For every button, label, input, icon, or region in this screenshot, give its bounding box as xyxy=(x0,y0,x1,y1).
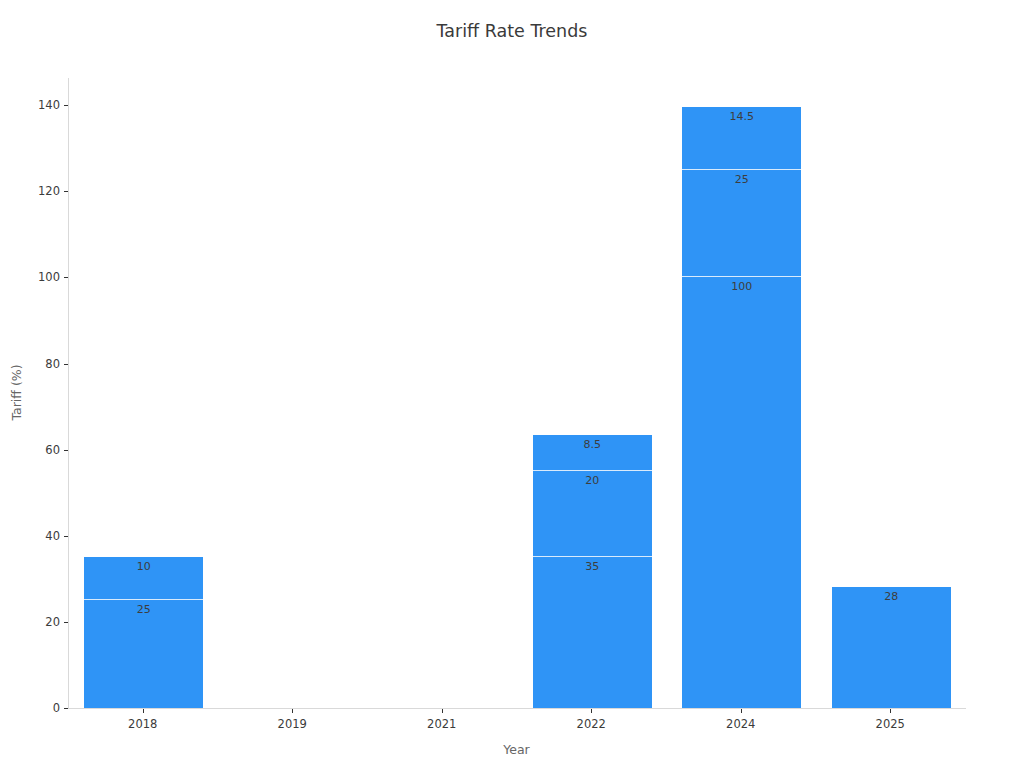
bar-2024: 100 25 14.5 xyxy=(682,107,801,708)
y-tick-mark xyxy=(64,191,68,192)
y-tick-label: 120 xyxy=(10,184,60,198)
y-axis-title: Tariff (%) xyxy=(9,0,24,768)
x-tick-mark xyxy=(143,709,144,713)
x-tick-mark xyxy=(741,709,742,713)
x-tick-mark xyxy=(292,709,293,713)
bar-segment: 25 xyxy=(682,170,801,278)
y-tick-mark xyxy=(64,622,68,623)
y-tick-mark xyxy=(64,708,68,709)
bar-segment: 100 xyxy=(682,277,801,708)
y-tick-label: 60 xyxy=(10,443,60,457)
x-axis-title: Year xyxy=(68,742,965,757)
y-tick-mark xyxy=(64,536,68,537)
bar-segment-label: 14.5 xyxy=(682,110,801,123)
bar-segment: 25 xyxy=(84,600,203,708)
bar-segment: 28 xyxy=(832,587,951,708)
bar-segment: 10 xyxy=(84,557,203,600)
bar-segment-label: 100 xyxy=(682,280,801,293)
x-tick-label: 2018 xyxy=(83,717,203,731)
bar-segment: 8.5 xyxy=(533,435,652,472)
bar-segment-label: 20 xyxy=(533,474,652,487)
x-tick-mark xyxy=(591,709,592,713)
chart: Tariff Rate Trends 251035208.51002514.52… xyxy=(0,0,1024,768)
y-tick-mark xyxy=(64,105,68,106)
y-tick-label: 40 xyxy=(10,529,60,543)
y-tick-label: 140 xyxy=(10,98,60,112)
chart-title: Tariff Rate Trends xyxy=(0,21,1024,41)
bar-2025: 28 xyxy=(832,587,951,708)
x-tick-label: 2022 xyxy=(531,717,651,731)
x-tick-label: 2019 xyxy=(232,717,352,731)
y-tick-mark xyxy=(64,277,68,278)
plot-area: 25 10 35 20 8.5 100 25 14.5 28 xyxy=(68,78,966,709)
bar-segment-label: 28 xyxy=(832,590,951,603)
bar-segment: 20 xyxy=(533,471,652,557)
bar-segment-label: 25 xyxy=(682,173,801,186)
bar-segment-label: 35 xyxy=(533,560,652,573)
bar-segment-label: 25 xyxy=(84,603,203,616)
bar-2018: 25 10 xyxy=(84,557,203,708)
x-tick-mark xyxy=(890,709,891,713)
x-tick-label: 2025 xyxy=(830,717,950,731)
x-tick-label: 2021 xyxy=(382,717,502,731)
y-tick-label: 80 xyxy=(10,357,60,371)
bar-segment-label: 10 xyxy=(84,560,203,573)
y-tick-mark xyxy=(64,364,68,365)
y-tick-mark xyxy=(64,450,68,451)
bar-segment: 35 xyxy=(533,557,652,708)
y-tick-label: 0 xyxy=(10,701,60,715)
y-tick-label: 20 xyxy=(10,615,60,629)
bar-2022: 35 20 8.5 xyxy=(533,435,652,708)
x-tick-label: 2024 xyxy=(681,717,801,731)
y-tick-label: 100 xyxy=(10,270,60,284)
bar-segment: 14.5 xyxy=(682,107,801,169)
x-tick-mark xyxy=(442,709,443,713)
bar-segment-label: 8.5 xyxy=(533,438,652,451)
